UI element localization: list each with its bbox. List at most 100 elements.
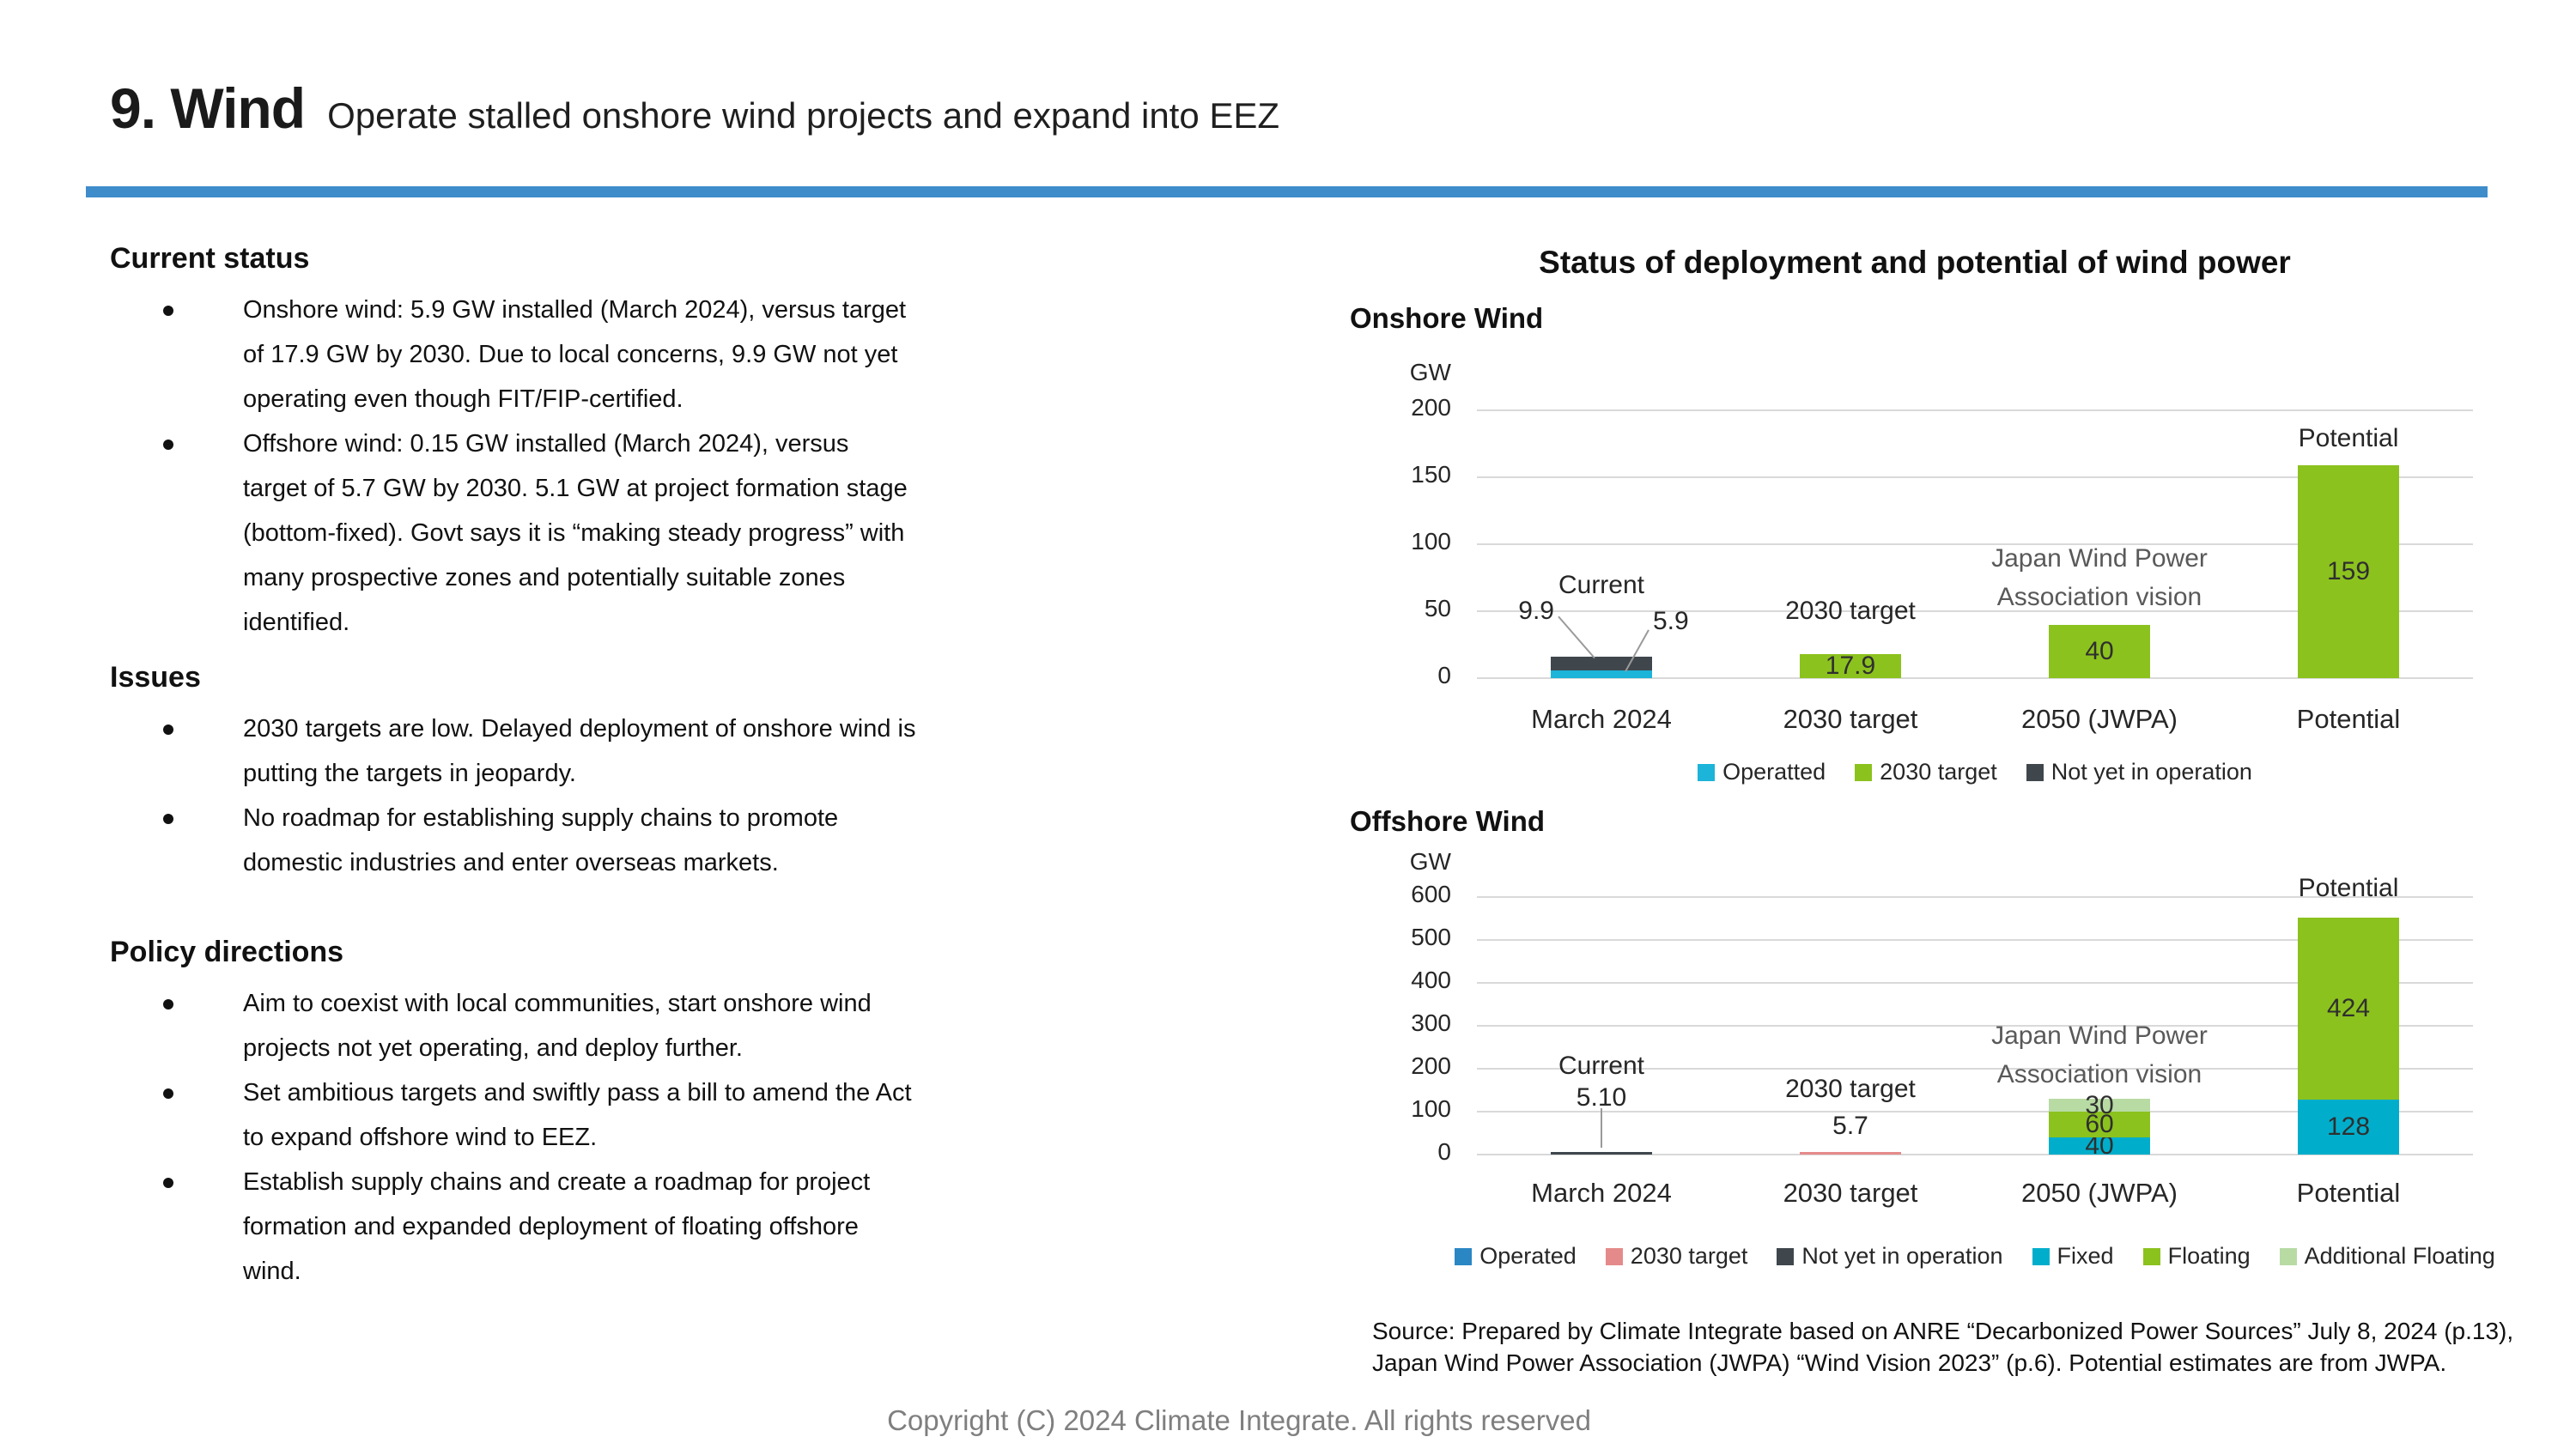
- chart-annotation: Potential: [2298, 423, 2399, 452]
- bar-segment: [1800, 654, 1901, 678]
- bar-segment: [2298, 464, 2399, 678]
- y-tick-label: 600: [1411, 881, 1451, 907]
- bar-segment: [2049, 624, 2150, 678]
- legend-label: Not yet in operation: [1801, 1243, 2003, 1269]
- legend-label: Not yet in operation: [2050, 759, 2252, 785]
- gridline: [1477, 543, 2473, 545]
- page-subtitle: Operate stalled onshore wind projects an…: [327, 95, 1280, 136]
- bullet-item: 2030 targets are low. Delayed deployment…: [110, 706, 917, 796]
- y-tick-label: 400: [1411, 967, 1451, 993]
- section-issues: Issues 2030 targets are low. Delayed depl…: [110, 661, 1252, 885]
- legend-swatch-icon: [2279, 1247, 2297, 1265]
- section-policy-directions: Policy directions Aim to coexist with loc…: [110, 936, 1252, 1294]
- legend-label: Fixed: [2057, 1243, 2114, 1269]
- legend-swatch-icon: [1455, 1247, 1473, 1265]
- legend-item: Operated: [1455, 1243, 1577, 1270]
- bar-segment: [2298, 918, 2399, 1100]
- gridline: [1477, 610, 2473, 612]
- x-category-label: 2030 target: [1783, 1178, 1918, 1208]
- chart-annotation: 2030 target: [1785, 596, 1916, 625]
- callout-label: 9.9: [1518, 596, 1554, 625]
- bar-value-label: 40: [2085, 1131, 2114, 1160]
- bullet-item: Offshore wind: 0.15 GW installed (March …: [110, 421, 917, 645]
- bar-segment: [2298, 1100, 2399, 1155]
- y-tick-label: 200: [1411, 394, 1451, 421]
- gridline: [1477, 409, 2473, 411]
- legend-label: Floating: [2167, 1243, 2251, 1269]
- chart-annotation: Current: [1558, 571, 1645, 600]
- gridline: [1477, 476, 2473, 478]
- section-heading: Current status: [110, 242, 310, 275]
- bar-segment: [1551, 670, 1652, 678]
- y-tick-label: 300: [1411, 1009, 1451, 1036]
- bullet-list: 2030 targets are low. Delayed deployment…: [110, 706, 917, 885]
- legend-label: 2030 target: [1880, 759, 1997, 785]
- x-category-label: March 2024: [1531, 1178, 1672, 1208]
- chart-legend: Operatted 2030 target Not yet in operation: [1477, 759, 2473, 785]
- chart-annotation: Potential: [2298, 874, 2399, 902]
- bullet-item: Establish supply chains and create a roa…: [110, 1160, 917, 1294]
- y-tick-label: 100: [1411, 528, 1451, 555]
- callout-label: 5.10: [1576, 1083, 1627, 1112]
- gridline: [1477, 982, 2473, 984]
- chart-annotation: Current: [1558, 1052, 1645, 1080]
- legend-item: 2030 target: [1605, 1243, 1748, 1270]
- legend-swatch-icon: [2142, 1247, 2160, 1265]
- x-category-label: Potential: [2296, 704, 2401, 734]
- bar-value-label: 60: [2085, 1110, 2114, 1138]
- legend-item: Fixed: [2032, 1243, 2114, 1270]
- y-tick-label: 0: [1437, 662, 1451, 688]
- legend-label: Additional Floating: [2304, 1243, 2495, 1269]
- bullet-item: Set ambitious targets and swiftly pass a…: [110, 1070, 917, 1160]
- chart-heading: Onshore Wind: [1350, 302, 1544, 334]
- gridline: [1477, 1111, 2473, 1113]
- y-tick-label: 200: [1411, 1052, 1451, 1079]
- x-category-label: 2030 target: [1783, 704, 1918, 734]
- callout-label: 5.9: [1653, 607, 1689, 636]
- axis-unit-label: GW: [1409, 848, 1451, 875]
- y-tick-label: 100: [1411, 1095, 1451, 1122]
- bar-segment: [1551, 657, 1652, 670]
- bar-value-label: 40: [2085, 636, 2114, 665]
- y-tick-label: 0: [1437, 1138, 1451, 1165]
- chart-annotation: 5.7: [1832, 1112, 1868, 1140]
- bar-value-label: 128: [2326, 1113, 2371, 1141]
- axis-unit-label: GW: [1409, 359, 1451, 385]
- page-title: 9. Wind: [110, 76, 306, 140]
- legend-swatch-icon: [1777, 1247, 1795, 1265]
- gridline: [1477, 1154, 2473, 1155]
- callout-line: [1558, 615, 1595, 659]
- figure-source: Source: Prepared by Climate Integrate ba…: [1372, 1318, 2514, 1376]
- section-heading: Issues: [110, 661, 201, 694]
- legend-item: Floating: [2142, 1243, 2251, 1270]
- legend-item: Additional Floating: [2279, 1243, 2495, 1270]
- chart-annotation: Japan Wind Power: [1991, 544, 2208, 573]
- gridline: [1477, 939, 2473, 941]
- legend-swatch-icon: [2032, 1247, 2050, 1265]
- legend-item: Operatted: [1698, 759, 1826, 785]
- copyright-note: Copyright (C) 2024 Climate Integrate. Al…: [887, 1404, 1591, 1436]
- gridline: [1477, 1068, 2473, 1070]
- chart-heading: Offshore Wind: [1350, 805, 1546, 837]
- bar-value-label: 424: [2326, 994, 2371, 1022]
- legend-label: 2030 target: [1630, 1243, 1748, 1269]
- gridline: [1477, 896, 2473, 898]
- x-category-label: 2050 (JWPA): [2020, 704, 2178, 734]
- bar-value-label: 30: [2085, 1091, 2114, 1119]
- bar-segment: [1800, 1152, 1901, 1155]
- bar-segment: [2049, 1112, 2150, 1137]
- title-divider: [86, 186, 2488, 197]
- chart-annotation: Association vision: [1996, 583, 2202, 612]
- legend-swatch-icon: [2026, 763, 2044, 781]
- bullet-item: Onshore wind: 5.9 GW installed (March 20…: [110, 288, 917, 421]
- bullet-item: No roadmap for establishing supply chain…: [110, 796, 917, 885]
- page-header: 9. Wind Operate stalled onshore wind pro…: [110, 76, 1279, 141]
- legend-label: Operatted: [1722, 759, 1826, 785]
- chart-legend: Operated 2030 target Not yet in operation F…: [1455, 1243, 2495, 1270]
- gridline: [1477, 1025, 2473, 1027]
- legend-item: Not yet in operation: [1777, 1243, 2003, 1270]
- bar-segment: [2049, 1099, 2150, 1112]
- y-tick-label: 500: [1411, 924, 1451, 950]
- legend-label: Operated: [1479, 1243, 1577, 1269]
